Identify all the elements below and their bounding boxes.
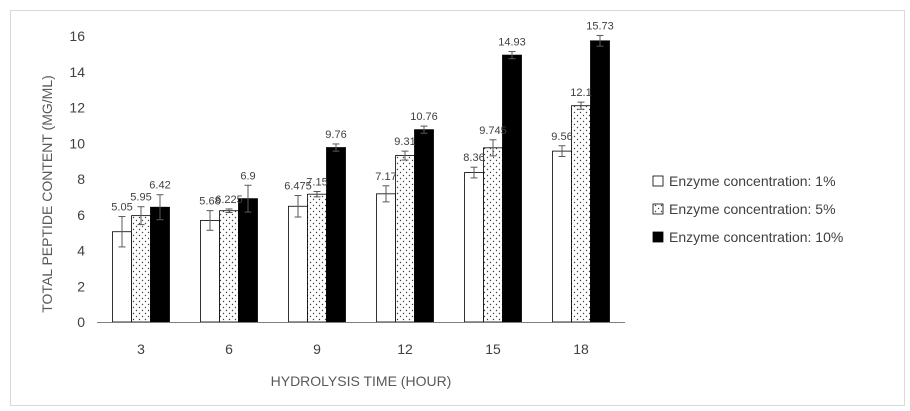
bar-white-6 bbox=[200, 220, 220, 323]
bar-black-6 bbox=[238, 198, 258, 323]
legend-item: Enzyme concentration: 1% bbox=[652, 173, 836, 189]
legend: Enzyme concentration: 1% Enzyme concentra… bbox=[652, 173, 843, 245]
x-tick-label: 3 bbox=[137, 341, 145, 357]
error-bar bbox=[558, 145, 566, 157]
error-bar bbox=[225, 208, 233, 214]
data-label: 8.36 bbox=[463, 152, 484, 164]
bar-black-18 bbox=[590, 40, 610, 323]
x-tick-label: 18 bbox=[573, 341, 589, 357]
bar-dotted-12 bbox=[395, 155, 415, 323]
data-label: 9.31 bbox=[394, 136, 415, 148]
legend-label: Enzyme concentration: 10% bbox=[669, 229, 843, 245]
bar-white-18 bbox=[552, 150, 572, 323]
error-bar bbox=[382, 185, 390, 203]
y-tick-label: 6 bbox=[77, 207, 85, 223]
data-label: 5.95 bbox=[130, 192, 151, 204]
data-label: 5.05 bbox=[111, 202, 132, 214]
error-bar bbox=[244, 184, 252, 213]
data-label: 9.76 bbox=[325, 129, 346, 141]
x-tick-label: 6 bbox=[225, 341, 233, 357]
bar-white-9 bbox=[288, 205, 308, 323]
legend-label: Enzyme concentration: 5% bbox=[669, 201, 836, 217]
bar-dotted-6 bbox=[219, 210, 239, 323]
y-tick-label: 8 bbox=[77, 171, 85, 187]
y-axis-title: TOTAL PEPTIDE CONTENT (MG/ML) bbox=[39, 75, 55, 313]
y-tick-label: 14 bbox=[69, 64, 85, 80]
legend-swatch bbox=[652, 175, 664, 187]
bar-black-3 bbox=[150, 206, 170, 323]
error-bar bbox=[420, 125, 428, 134]
data-label: 7.17 bbox=[375, 171, 396, 183]
y-tick-label: 2 bbox=[77, 278, 85, 294]
y-tick-label: 0 bbox=[77, 314, 85, 330]
legend-item: Enzyme concentration: 10% bbox=[652, 229, 843, 245]
bar-black-12 bbox=[414, 129, 434, 323]
error-bar bbox=[508, 51, 516, 60]
error-bar bbox=[401, 150, 409, 161]
legend-item: Enzyme concentration: 5% bbox=[652, 201, 836, 217]
bar-dotted-3 bbox=[131, 215, 151, 323]
x-tick-label: 15 bbox=[485, 341, 501, 357]
data-label: 14.93 bbox=[498, 37, 526, 49]
bars bbox=[112, 34, 610, 323]
error-bar bbox=[206, 210, 214, 231]
error-bar bbox=[118, 216, 126, 248]
legend-swatch bbox=[652, 203, 664, 215]
data-label: 6.475 bbox=[284, 181, 312, 193]
data-label: 9.745 bbox=[479, 125, 507, 137]
error-bar bbox=[596, 34, 604, 47]
error-bar bbox=[313, 191, 321, 198]
data-label: 10.76 bbox=[410, 111, 438, 123]
data-label: 15.73 bbox=[586, 20, 614, 32]
error-bar bbox=[156, 194, 164, 221]
y-tick-label: 4 bbox=[77, 243, 85, 259]
data-label: 6.42 bbox=[149, 180, 170, 192]
bar-white-12 bbox=[376, 193, 396, 323]
x-tick-label: 9 bbox=[313, 341, 321, 357]
x-axis: 3 6 9 12 15 18 bbox=[97, 322, 625, 357]
error-bar bbox=[470, 166, 478, 179]
y-tick-label: 10 bbox=[69, 135, 85, 151]
bar-black-9 bbox=[326, 147, 346, 323]
error-bar bbox=[294, 195, 302, 218]
data-label: 6.9 bbox=[240, 170, 255, 182]
legend-swatch bbox=[652, 231, 664, 243]
x-tick-label: 12 bbox=[397, 341, 413, 357]
data-label: 12.1 bbox=[570, 87, 591, 99]
data-label: 7.15 bbox=[306, 177, 327, 189]
bar-black-15 bbox=[502, 54, 522, 323]
legend-label: Enzyme concentration: 1% bbox=[669, 173, 836, 189]
x-axis-title: HYDROLYSIS TIME (HOUR) bbox=[271, 373, 452, 389]
data-label: 6.225 bbox=[215, 194, 243, 206]
data-label: 9.56 bbox=[551, 131, 572, 143]
bar-white-15 bbox=[464, 172, 484, 323]
y-axis: 0 2 4 6 8 10 12 14 16 bbox=[69, 28, 85, 330]
chart-frame bbox=[10, 10, 905, 406]
y-tick-label: 12 bbox=[69, 100, 85, 116]
bar-dotted-15 bbox=[483, 147, 503, 323]
data-labels: 5.05 5.68 6.475 7.17 8.36 9.56 5.95 6.225 7.15 9.… bbox=[111, 20, 613, 213]
bar-dotted-18 bbox=[571, 105, 591, 323]
error-bar bbox=[489, 139, 497, 157]
error-bar bbox=[332, 143, 340, 152]
data-label: 5.68 bbox=[199, 196, 220, 208]
error-bar bbox=[577, 101, 585, 110]
y-tick-label: 16 bbox=[69, 28, 85, 44]
bar-dotted-9 bbox=[307, 193, 327, 323]
error-bar bbox=[137, 206, 145, 226]
